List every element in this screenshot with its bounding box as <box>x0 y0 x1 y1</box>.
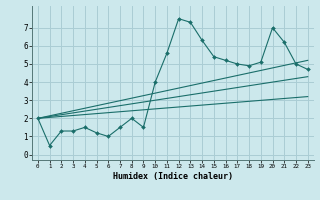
X-axis label: Humidex (Indice chaleur): Humidex (Indice chaleur) <box>113 172 233 181</box>
